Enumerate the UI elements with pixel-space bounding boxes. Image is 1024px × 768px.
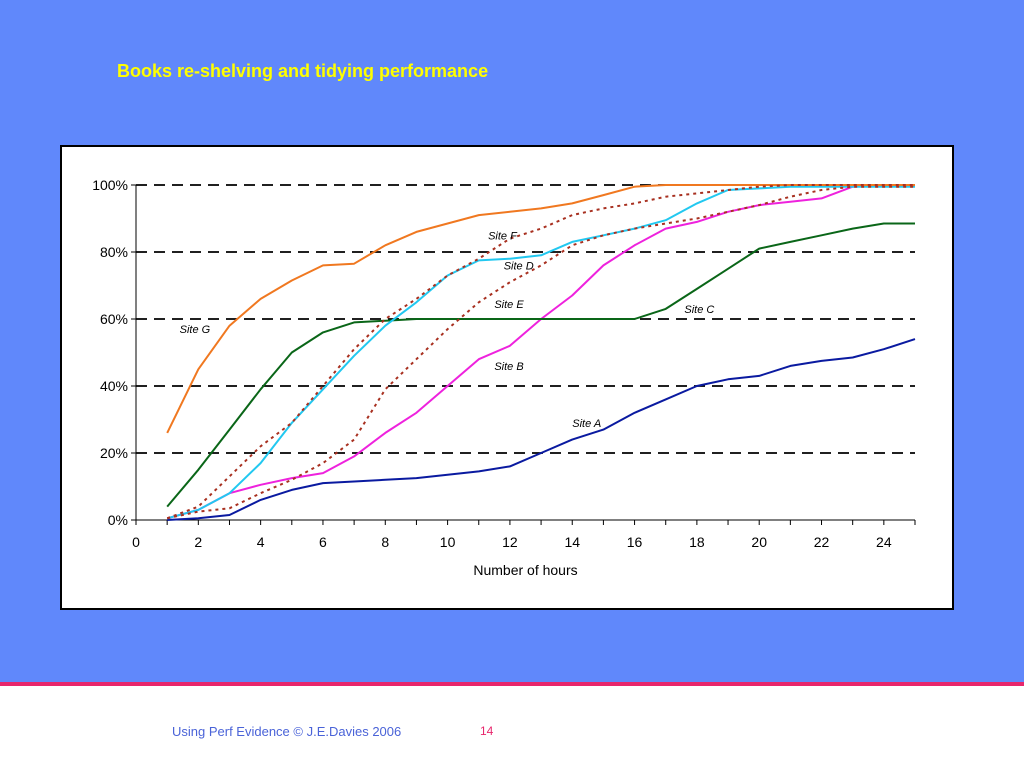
x-tick-label: 14 [564, 534, 580, 550]
y-tick-label: 20% [100, 445, 128, 461]
series-line-1 [166, 184, 915, 520]
x-tick-label: 12 [502, 534, 518, 550]
footer-divider [0, 682, 1024, 686]
series-line-0 [167, 338, 916, 521]
series-label-2: Site C [684, 304, 714, 316]
x-tick-label: 16 [627, 534, 643, 550]
x-tick-label: 2 [194, 534, 202, 550]
x-tick-label: 18 [689, 534, 705, 550]
x-axis-label: Number of hours [473, 562, 577, 578]
series-label-3: Site D [504, 260, 534, 272]
x-tick-label: 6 [319, 534, 327, 550]
page-number: 14 [480, 724, 494, 738]
footer-copyright: Using Perf Evidence © J.E.Davies 2006 [172, 724, 402, 739]
y-tick-label: 100% [92, 177, 128, 193]
line-chart: 0%20%40%60%80%100%0 2 4 6 8 10 12 14 16 18 20 22 24N… [92, 177, 916, 578]
series-line-5 [166, 184, 915, 434]
series-label-1: Site B [494, 361, 523, 373]
x-tick-label: 0 [132, 534, 140, 550]
series-label-5: Site F [488, 230, 518, 242]
x-tick-label: 10 [440, 534, 456, 550]
y-tick-label: 40% [100, 378, 128, 394]
x-tick-label: 22 [814, 534, 830, 550]
y-tick-label: 0% [108, 512, 128, 528]
series-line-3 [166, 185, 915, 520]
x-tick-label: 20 [751, 534, 767, 550]
y-tick-label: 80% [100, 244, 128, 260]
series-label-7: Site G [180, 324, 211, 336]
series-label-0: Site A [572, 418, 601, 430]
x-tick-label: 8 [381, 534, 389, 550]
x-tick-label: 24 [876, 534, 892, 550]
series-label-4: Site E [494, 299, 524, 311]
x-tick-label: 4 [257, 534, 265, 550]
y-tick-label: 60% [100, 311, 128, 327]
series-line-4 [166, 185, 915, 520]
slide-title: Books re-shelving and tidying performanc… [117, 61, 489, 81]
chart-frame: 0% 20% 40% 60% 80% 100% 0 2 4 6 8 10 12 14 16 18 20 22 24 N… [60, 145, 954, 610]
series-line-6 [166, 184, 915, 520]
series-line-2 [166, 222, 915, 508]
